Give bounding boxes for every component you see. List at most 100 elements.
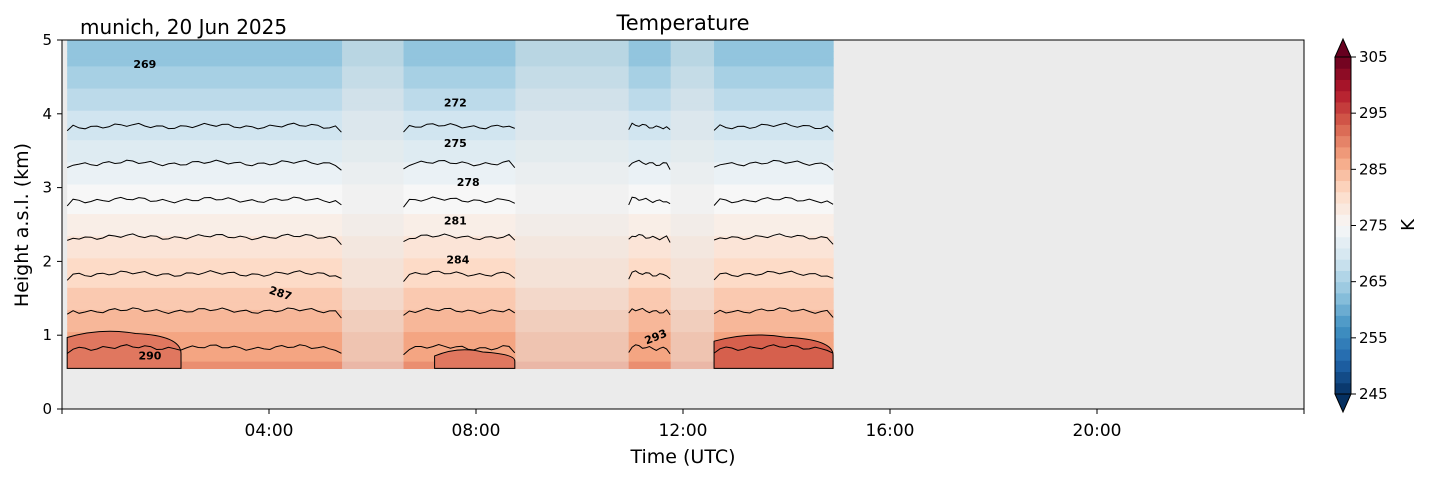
colorbar-segment (1335, 101, 1351, 114)
colorbar-extend-max (1334, 37, 1352, 58)
field-cell (628, 242, 671, 251)
field-cell (341, 265, 405, 274)
colorbar-segment (1335, 281, 1351, 294)
field-cell (403, 191, 516, 200)
field-cell (670, 257, 715, 266)
x-tick-label: 08:00 (452, 421, 501, 441)
colorbar-segment (1335, 135, 1351, 148)
field-cell (403, 102, 516, 111)
field-cell (628, 316, 671, 325)
field-cell (714, 110, 834, 119)
field-cell (514, 309, 630, 318)
field-cell (67, 102, 343, 111)
field-cell (670, 147, 715, 155)
field-cell (341, 324, 405, 333)
field-cell (514, 43, 630, 52)
field-cell (628, 206, 671, 215)
field-cell (628, 40, 671, 45)
contour-287 (66, 344, 342, 354)
field-cell (628, 294, 671, 303)
field-cell (514, 73, 630, 82)
field-cell (628, 58, 671, 67)
field-cell (403, 316, 516, 325)
field-cell (670, 294, 715, 303)
field-cell (341, 147, 405, 155)
field-cell (341, 161, 405, 170)
field-cell (714, 235, 834, 244)
field-cell (67, 198, 343, 207)
colorbar-segment (1335, 191, 1351, 204)
field-cell (67, 73, 343, 82)
field-cell (670, 361, 715, 370)
field-cell (403, 124, 516, 133)
field-cell (714, 324, 834, 333)
data-block (67, 40, 343, 370)
colorbar-tick-label: 305 (1359, 48, 1388, 66)
contour-label: 284 (446, 254, 469, 267)
field-cell (514, 213, 630, 222)
field-cell (514, 183, 630, 192)
field-cell (341, 51, 405, 60)
warm-blob (714, 334, 834, 369)
field-cell (670, 73, 715, 82)
field-cell (341, 58, 405, 67)
field-cell (403, 95, 516, 104)
field-cell (403, 65, 516, 74)
contour-278 (403, 233, 516, 243)
field-cell (628, 220, 671, 229)
field-cell (514, 51, 630, 60)
field-cell (628, 213, 671, 222)
field-cell (714, 183, 834, 192)
field-cell (514, 331, 630, 340)
field-cell (714, 228, 834, 237)
field-cell (403, 117, 516, 126)
y-tick-label: 0 (42, 400, 52, 418)
y-tick-label: 1 (42, 326, 52, 344)
field-cell (514, 95, 630, 104)
field-cell (67, 191, 343, 200)
contour-287 (628, 344, 671, 355)
field-cell (341, 191, 405, 200)
field-cell (628, 176, 671, 185)
field-cell (403, 324, 516, 333)
field-cell (341, 220, 405, 229)
field-cell (628, 324, 671, 333)
chart-title: Temperature (615, 11, 749, 35)
field-cell (67, 242, 343, 251)
data-block (628, 40, 671, 370)
colorbar-tick-label: 265 (1359, 273, 1388, 291)
contour-272 (403, 159, 516, 170)
field-cell (514, 40, 630, 45)
field-cell (341, 139, 405, 148)
field-cell (514, 169, 630, 178)
field-cell (67, 132, 343, 141)
field-cell (67, 287, 343, 296)
field-cell (341, 65, 405, 74)
field-cell (341, 346, 405, 355)
field-cell (403, 206, 516, 215)
field-cell (628, 154, 671, 163)
field-cell (628, 346, 671, 355)
field-cell (670, 331, 715, 340)
field-cell (628, 95, 671, 104)
field-cell (670, 102, 715, 111)
field-cell (341, 338, 405, 347)
warm-blob-contour (434, 349, 516, 369)
field-cell (628, 257, 671, 266)
field-cell (670, 346, 715, 355)
field-cell (67, 176, 343, 185)
field-cell (67, 338, 343, 347)
field-cell (341, 40, 405, 45)
contour-272 (67, 159, 342, 171)
field-cell (670, 183, 715, 192)
field-cell (714, 309, 834, 318)
field-cell (341, 353, 405, 362)
field-cell (514, 139, 630, 148)
field-cell (628, 73, 671, 82)
field-cell (341, 132, 405, 141)
field-cell (403, 43, 516, 52)
field-cell (714, 95, 834, 104)
colorbar-tick-label: 245 (1359, 385, 1388, 403)
field-cell (670, 58, 715, 67)
contour-275 (713, 196, 834, 206)
